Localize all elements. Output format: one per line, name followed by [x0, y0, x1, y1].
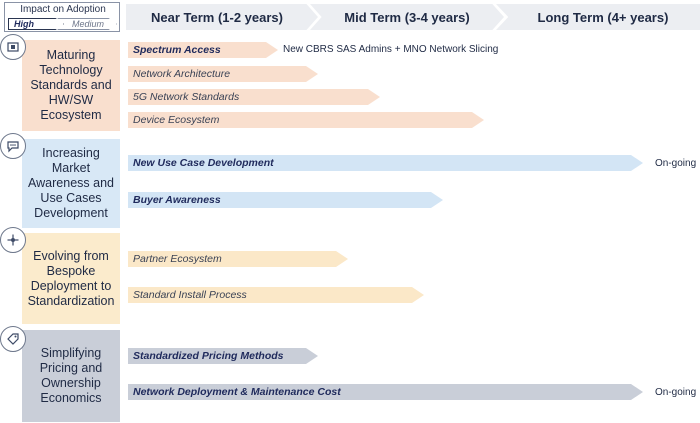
bar-standardized-pricing-methods: Standardized Pricing Methods — [128, 348, 318, 364]
legend-medium-chevron: Medium — [57, 18, 117, 30]
bar-device-ecosystem: Device Ecosystem — [128, 112, 484, 128]
bar-5g-network-standards: 5G Network Standards — [128, 89, 380, 105]
term-long-header: Long Term (4+ years) — [496, 4, 700, 30]
category-technology-standards: Maturing Technology Standards and HW/SW … — [22, 40, 120, 131]
bar-network-deployment-maintenance-cost: Network Deployment & Maintenance Cost — [128, 384, 643, 400]
legend-high-label: High — [14, 19, 34, 29]
category-pricing-economics: Simplifying Pricing and Ownership Econom… — [22, 330, 120, 422]
note-new-use-case-development: On-going — [655, 158, 697, 169]
term-mid-header: Mid Term (3-4 years) — [310, 4, 504, 30]
term-near-header: Near Term (1-2 years) — [126, 4, 318, 30]
legend-title: Impact on Adoption — [20, 4, 106, 15]
network-icon — [0, 227, 26, 253]
bar-spectrum-access: Spectrum Access — [128, 42, 278, 58]
note-spectrum-access: New CBRS SAS Admins + MNO Network Slicin… — [283, 44, 499, 55]
chip-icon — [0, 34, 26, 60]
note-network-deployment-maintenance-cost: On-going — [655, 387, 697, 398]
bar-buyer-awareness: Buyer Awareness — [128, 192, 443, 208]
legend-medium-label: Medium — [72, 19, 105, 29]
category-market-awareness: Increasing Market Awareness and Use Case… — [22, 139, 120, 228]
chat-icon — [0, 133, 26, 159]
category-standardization: Evolving from Bespoke Deployment to Stan… — [22, 233, 120, 324]
bar-new-use-case-development: New Use Case Development — [128, 155, 643, 171]
bar-network-architecture: Network Architecture — [128, 66, 318, 82]
tag-icon — [0, 326, 26, 352]
legend-high-chevron: High — [8, 18, 64, 30]
bar-partner-ecosystem: Partner Ecosystem — [128, 251, 348, 267]
bar-standard-install-process: Standard Install Process — [128, 287, 424, 303]
impact-legend: Impact on Adoption High Medium — [4, 2, 120, 32]
